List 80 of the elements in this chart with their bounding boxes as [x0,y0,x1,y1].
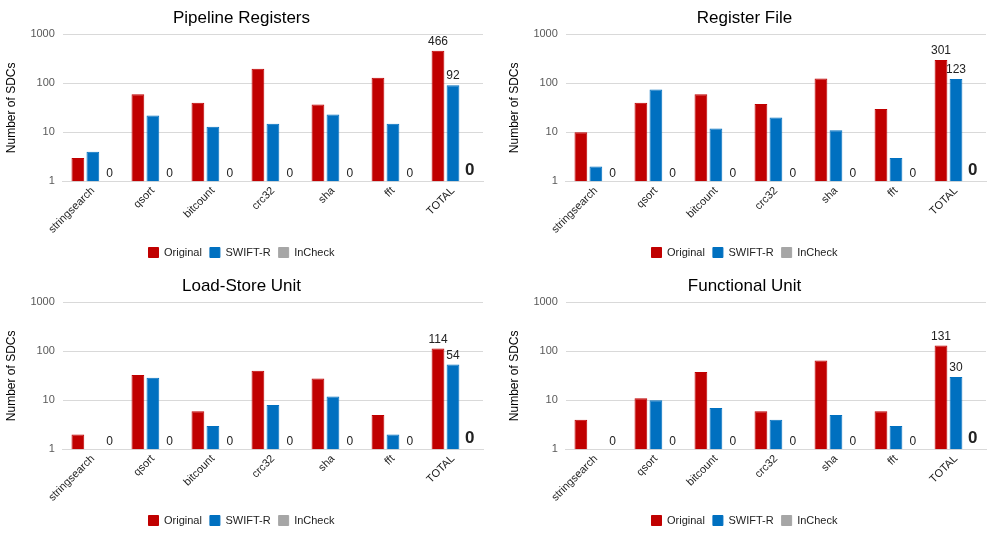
y-tick-label: 1000 [30,27,55,40]
annotation: 0 [968,160,978,180]
y-tick-label: 1 [551,174,558,187]
data-label: 92 [446,68,460,83]
data-label: 114 [428,331,448,346]
y-tick-label: 10 [42,125,55,138]
y-axis-title: Number of SDCs [506,62,521,154]
annotation: 0 [346,433,354,448]
y-tick-label: 100 [539,344,558,357]
y-tick-label: 10 [545,125,558,138]
annotation: 0 [106,433,114,448]
y-axis-title: Number of SDCs [3,330,18,422]
annotation: 0 [909,165,917,180]
chart-title: Register File [696,7,793,27]
annotation: 0 [226,433,234,448]
x-tick-label: fft [884,452,900,467]
y-tick-label: 10 [545,393,558,406]
x-tick-label: sha [315,183,338,206]
annotation: 0 [729,433,737,448]
annotation: 0 [609,165,617,180]
annotation: 0 [465,428,475,448]
legend-label: Original [667,245,705,258]
data-label: 54 [446,347,460,362]
data-label: 131 [930,328,952,343]
annotation: 0 [226,165,234,180]
legend-label: SWIFT-R [728,245,774,258]
legend-label: Original [667,513,705,526]
annotation: 0 [346,165,354,180]
y-tick-label: 1000 [533,27,558,40]
annotation: 0 [909,433,917,448]
x-tick-label: sha [818,451,841,474]
data-label: 466 [427,33,449,48]
annotation: 0 [729,165,737,180]
legend-label: Original [164,245,202,258]
y-tick-label: 100 [36,76,55,89]
annotation: 0 [106,165,114,180]
legend-label: SWIFT-R [728,513,774,526]
annotation: 0 [669,165,677,180]
annotation: 0 [849,433,857,448]
data-label: 301 [930,43,952,58]
annotation: 0 [286,433,294,448]
annotation: 0 [789,165,797,180]
legend-label: InCheck [797,245,838,258]
y-tick-label: 10 [42,393,55,406]
legend-label: SWIFT-R [225,513,271,526]
annotation: 0 [166,433,174,448]
y-axis-title: Number of SDCs [506,330,521,422]
legend-label: InCheck [797,513,838,526]
annotation: 0 [968,428,978,448]
y-tick-label: 1 [48,442,55,455]
annotation: 0 [465,160,475,180]
x-tick-label: fft [381,184,397,199]
legend-label: SWIFT-R [225,245,271,258]
annotation: 0 [406,433,414,448]
x-tick-label: fft [884,184,900,199]
y-tick-label: 100 [36,344,55,357]
y-tick-label: 1 [48,174,55,187]
chart-title: Functional Unit [687,275,802,295]
y-tick-label: 1000 [533,295,558,308]
annotation: 0 [789,433,797,448]
legend-label: InCheck [294,513,335,526]
y-tick-label: 1 [551,442,558,455]
annotation: 0 [406,165,414,180]
chart-title: Pipeline Registers [172,7,311,27]
annotation: 0 [286,165,294,180]
annotation: 0 [609,433,617,448]
annotation: 0 [166,165,174,180]
chart-title: Load-Store Unit [181,275,302,295]
data-label: 123 [945,62,967,77]
y-tick-label: 100 [539,76,558,89]
legend-label: Original [164,513,202,526]
x-tick-label: fft [381,452,397,467]
y-tick-label: 1000 [30,295,55,308]
annotation: 0 [849,165,857,180]
annotation: 0 [669,433,677,448]
y-axis-title: Number of SDCs [3,62,18,154]
x-tick-label: sha [818,183,841,206]
data-label: 30 [949,360,963,375]
legend-label: InCheck [294,245,335,258]
x-tick-label: sha [315,451,338,474]
